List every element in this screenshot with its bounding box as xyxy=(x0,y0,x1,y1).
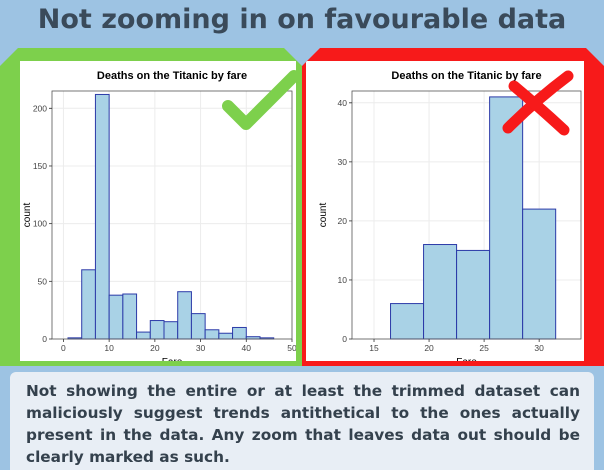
check-mark-icon xyxy=(222,68,302,138)
x-tick-label: 40 xyxy=(242,343,252,353)
caption-text: Not showing the entire or at least the t… xyxy=(26,382,580,466)
bad-example-panel: Deaths on the Titanic by fare 15 20 25 30 0 10… xyxy=(302,48,604,366)
histogram-bar-2 xyxy=(95,94,109,339)
x-tick-label: 10 xyxy=(104,343,114,353)
plot-border xyxy=(352,91,581,339)
histogram-bar-12 xyxy=(233,327,247,339)
zoomed-histogram-chart: Deaths on the Titanic by fare 15 20 25 30 0 10… xyxy=(306,61,584,361)
y-axis-label: count xyxy=(22,203,33,228)
caption-box: Not showing the entire or at least the t… xyxy=(10,372,594,470)
y-tick-label: 50 xyxy=(38,276,48,286)
histogram-bar-2 xyxy=(457,250,490,339)
x-tick-label: 20 xyxy=(424,343,434,353)
y-tick-label: 20 xyxy=(338,216,348,226)
histogram-bar-4 xyxy=(123,294,137,339)
histogram-bar-11 xyxy=(219,333,233,339)
y-tick-label: 0 xyxy=(42,334,47,344)
headline: Not zooming in on favourable data xyxy=(37,4,567,35)
histogram-bar-10 xyxy=(205,330,219,339)
histogram-bar-6 xyxy=(150,321,164,339)
y-tick-label: 40 xyxy=(338,98,348,108)
histogram-bar-4 xyxy=(523,209,556,339)
histogram-bar-9 xyxy=(191,314,205,339)
histogram-bar-7 xyxy=(164,322,178,339)
x-axis-label: Fare xyxy=(162,357,183,361)
histogram-bar-5 xyxy=(137,332,151,339)
x-tick-label: 20 xyxy=(150,343,160,353)
y-axis-label: count xyxy=(318,203,329,228)
full-histogram-card: Deaths on the Titanic by fare 0 10 20 30 40 50… xyxy=(20,61,296,361)
chart-title: Deaths on the Titanic by fare xyxy=(97,70,247,82)
x-axis-label: Fare xyxy=(456,357,477,361)
y-tick-label: 0 xyxy=(342,334,347,344)
x-tick-label: 15 xyxy=(369,343,379,353)
x-tick-label: 30 xyxy=(534,343,544,353)
histogram-bar-0 xyxy=(391,304,424,339)
y-tick-label: 100 xyxy=(33,219,47,229)
plot-border xyxy=(52,91,292,339)
full-histogram-chart: Deaths on the Titanic by fare 0 10 20 30 40 50… xyxy=(20,61,296,361)
histogram-bar-3 xyxy=(109,295,123,339)
y-tick-label: 10 xyxy=(338,275,348,285)
histogram-bar-8 xyxy=(178,292,192,339)
x-tick-label: 25 xyxy=(479,343,489,353)
y-tick-label: 30 xyxy=(338,157,348,167)
x-tick-label: 0 xyxy=(61,343,66,353)
y-tick-label: 200 xyxy=(33,103,47,113)
x-tick-label: 50 xyxy=(287,343,296,353)
y-tick-label: 150 xyxy=(33,161,47,171)
x-tick-label: 30 xyxy=(196,343,206,353)
chart-title: Deaths on the Titanic by fare xyxy=(391,70,541,82)
histogram-bar-1 xyxy=(424,245,457,339)
cross-mark-icon xyxy=(498,70,578,140)
histogram-bar-1 xyxy=(82,270,96,339)
good-example-panel: Deaths on the Titanic by fare 0 10 20 30 40 50… xyxy=(0,48,302,366)
